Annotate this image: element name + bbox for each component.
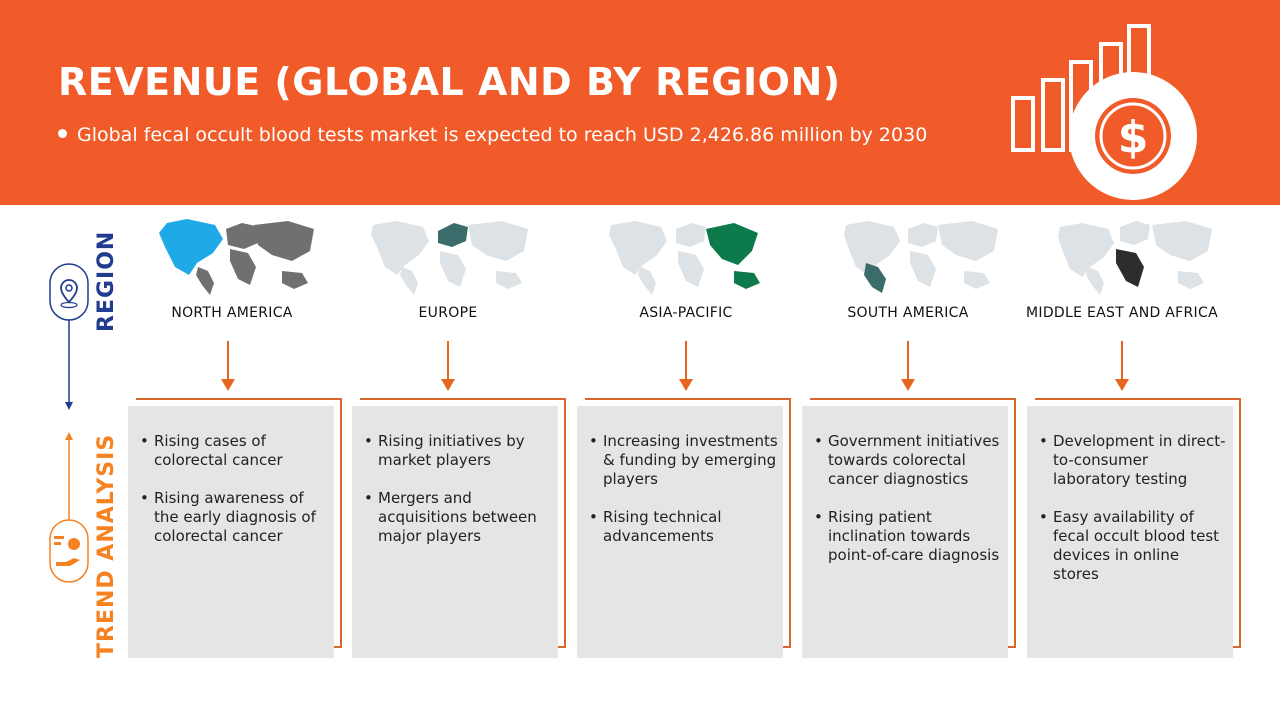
trend-list: Rising cases of colorectal cancer Rising… <box>140 432 330 565</box>
trend-item: Increasing investments & funding by emer… <box>589 432 779 489</box>
region-name: EUROPE <box>418 305 478 321</box>
world-map-icon <box>159 219 314 295</box>
bar-chart-dollar-icon: $ <box>1011 24 1197 200</box>
arrow-down-icon <box>441 341 455 391</box>
region-north-america: NORTH AMERICA <box>122 215 342 391</box>
trend-item: Rising initiatives by market players <box>364 432 554 470</box>
region-south-america: SOUTH AMERICA <box>798 215 1018 391</box>
trend-item: Development in direct-to-consumer labora… <box>1039 432 1229 489</box>
hand-analysis-icon <box>49 519 89 583</box>
trend-item: Easy availability of fecal occult blood … <box>1039 508 1229 584</box>
bullet-icon <box>58 129 67 138</box>
trend-card-middle-east-africa: Development in direct-to-consumer labora… <box>1027 398 1241 658</box>
trend-list: Increasing investments & funding by emer… <box>589 432 779 565</box>
trend-list: Rising initiatives by market players Mer… <box>364 432 554 565</box>
svg-text:$: $ <box>1118 112 1149 163</box>
card-body: Development in direct-to-consumer labora… <box>1027 406 1233 658</box>
arrow-down-icon <box>679 341 693 391</box>
location-pin-icon <box>49 263 89 321</box>
trend-item: Government initiatives towards colorecta… <box>814 432 1004 489</box>
side-connector <box>49 263 89 583</box>
trend-list: Government initiatives towards colorecta… <box>814 432 1004 584</box>
trend-card-south-america: Government initiatives towards colorecta… <box>802 398 1016 658</box>
card-body: Rising initiatives by market players Mer… <box>352 406 558 658</box>
page-title: REVENUE (GLOBAL AND BY REGION) <box>58 60 841 104</box>
world-map-icon <box>609 221 760 295</box>
region-name: SOUTH AMERICA <box>847 305 969 321</box>
region-name: NORTH AMERICA <box>171 305 293 321</box>
region-middle-east-africa: MIDDLE EAST AND AFRICA <box>1012 215 1232 391</box>
trend-card-north-america: Rising cases of colorectal cancer Rising… <box>128 398 342 658</box>
subtitle-text: Global fecal occult blood tests market i… <box>77 124 928 146</box>
arrow-down-icon <box>221 341 235 391</box>
region-name: ASIA-PACIFIC <box>639 305 733 321</box>
world-map-icon <box>371 221 528 295</box>
world-map-icon <box>1058 221 1212 295</box>
arrow-down-icon <box>901 341 915 391</box>
trend-list: Development in direct-to-consumer labora… <box>1039 432 1229 603</box>
trend-item: Rising cases of colorectal cancer <box>140 432 330 470</box>
card-body: Increasing investments & funding by emer… <box>577 406 783 658</box>
header-banner: REVENUE (GLOBAL AND BY REGION) Global fe… <box>0 0 1280 205</box>
world-map-icon <box>844 221 998 293</box>
region-europe: EUROPE <box>338 215 558 391</box>
trend-item: Mergers and acquisitions between major p… <box>364 489 554 546</box>
trend-item: Rising patient inclination towards point… <box>814 508 1004 565</box>
trend-item: Rising awareness of the early diagnosis … <box>140 489 330 546</box>
card-body: Government initiatives towards colorecta… <box>802 406 1008 658</box>
card-body: Rising cases of colorectal cancer Rising… <box>128 406 334 658</box>
region-asia-pacific: ASIA-PACIFIC <box>576 215 796 391</box>
page-subtitle: Global fecal occult blood tests market i… <box>58 124 927 146</box>
trend-card-europe: Rising initiatives by market players Mer… <box>352 398 566 658</box>
arrow-down-icon <box>1115 341 1129 391</box>
region-name: MIDDLE EAST AND AFRICA <box>1026 305 1218 321</box>
trend-card-asia-pacific: Increasing investments & funding by emer… <box>577 398 791 658</box>
trend-item: Rising technical advancements <box>589 508 779 546</box>
